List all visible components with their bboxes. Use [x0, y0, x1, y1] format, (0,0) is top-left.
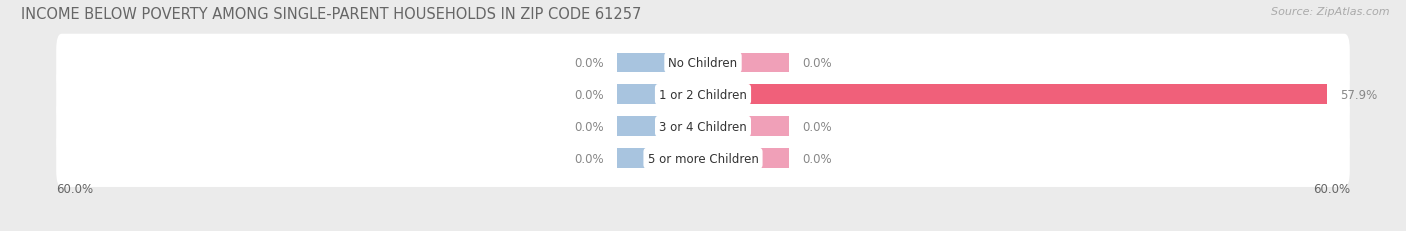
FancyBboxPatch shape	[56, 66, 1350, 124]
Text: 0.0%: 0.0%	[803, 152, 832, 165]
Bar	[703, 53, 789, 73]
Text: 0.0%: 0.0%	[574, 88, 603, 101]
Bar	[617, 53, 703, 73]
Bar	[703, 149, 789, 168]
Text: No Children: No Children	[668, 57, 738, 70]
Bar	[617, 149, 703, 168]
Bar	[617, 85, 703, 105]
Bar	[703, 117, 789, 137]
Text: 57.9%: 57.9%	[1340, 88, 1378, 101]
FancyBboxPatch shape	[56, 35, 1350, 92]
Text: Source: ZipAtlas.com: Source: ZipAtlas.com	[1271, 7, 1389, 17]
Bar	[617, 117, 703, 137]
Text: INCOME BELOW POVERTY AMONG SINGLE-PARENT HOUSEHOLDS IN ZIP CODE 61257: INCOME BELOW POVERTY AMONG SINGLE-PARENT…	[21, 7, 641, 22]
Text: 0.0%: 0.0%	[574, 57, 603, 70]
FancyBboxPatch shape	[56, 98, 1350, 155]
Text: 0.0%: 0.0%	[574, 152, 603, 165]
FancyBboxPatch shape	[56, 130, 1350, 187]
Text: 0.0%: 0.0%	[803, 120, 832, 133]
Text: 5 or more Children: 5 or more Children	[648, 152, 758, 165]
Text: 0.0%: 0.0%	[574, 120, 603, 133]
Text: 1 or 2 Children: 1 or 2 Children	[659, 88, 747, 101]
Text: 60.0%: 60.0%	[56, 182, 93, 195]
Text: 60.0%: 60.0%	[1313, 182, 1350, 195]
Text: 3 or 4 Children: 3 or 4 Children	[659, 120, 747, 133]
Text: 0.0%: 0.0%	[803, 57, 832, 70]
Bar	[703, 85, 1327, 105]
